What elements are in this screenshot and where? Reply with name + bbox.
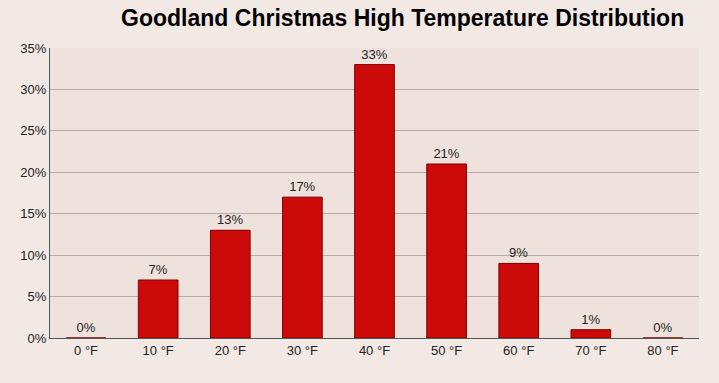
svg-text:50 °F: 50 °F [431,343,462,358]
svg-text:15%: 15% [20,206,46,221]
svg-text:70 °F: 70 °F [575,343,606,358]
svg-text:5%: 5% [28,289,47,304]
svg-text:30 °F: 30 °F [287,343,318,358]
svg-text:30%: 30% [20,82,46,97]
svg-text:Goodland Christmas High Temper: Goodland Christmas High Temperature Dist… [121,5,684,31]
svg-text:40 °F: 40 °F [359,343,390,358]
svg-text:20%: 20% [20,165,46,180]
svg-text:35%: 35% [20,41,46,56]
svg-text:13%: 13% [217,212,243,227]
svg-text:60 °F: 60 °F [503,343,534,358]
svg-text:0%: 0% [653,320,672,335]
svg-text:80 °F: 80 °F [647,343,678,358]
svg-text:10 °F: 10 °F [143,343,174,358]
svg-text:7%: 7% [149,262,168,277]
svg-text:25%: 25% [20,123,46,138]
svg-text:0%: 0% [28,331,47,346]
svg-text:21%: 21% [433,146,459,161]
svg-text:17%: 17% [289,179,315,194]
svg-text:20 °F: 20 °F [215,343,246,358]
svg-text:0%: 0% [76,320,95,335]
svg-text:1%: 1% [581,312,600,327]
svg-text:0 °F: 0 °F [74,343,98,358]
svg-text:10%: 10% [20,248,46,263]
svg-text:9%: 9% [509,245,528,260]
svg-text:33%: 33% [361,47,387,62]
